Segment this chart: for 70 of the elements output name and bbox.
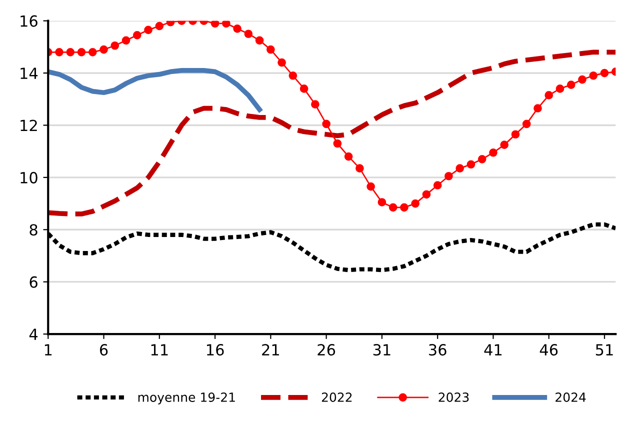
point xyxy=(534,104,542,112)
point xyxy=(378,198,386,206)
point xyxy=(411,199,420,208)
point xyxy=(422,190,431,199)
point xyxy=(144,26,152,34)
x-tick-label: 11 xyxy=(151,344,168,356)
point xyxy=(456,164,464,172)
point xyxy=(388,203,398,212)
point xyxy=(311,100,320,109)
y-tick-label: 8 xyxy=(30,224,38,236)
point xyxy=(522,120,531,128)
legend-label: 2022 xyxy=(322,392,352,402)
point xyxy=(288,71,298,80)
point xyxy=(322,120,330,128)
line-series xyxy=(48,68,262,112)
y-tick-label: 14 xyxy=(20,68,38,79)
x-tick-label: 46 xyxy=(540,344,558,356)
x-tick-label: 21 xyxy=(262,344,279,356)
point xyxy=(266,45,275,54)
point xyxy=(400,203,408,212)
point xyxy=(589,71,598,80)
point xyxy=(466,160,476,169)
point xyxy=(278,58,286,67)
point xyxy=(55,48,64,56)
x-tick-label: 36 xyxy=(429,344,446,356)
x-tick-label: 26 xyxy=(318,344,336,356)
point xyxy=(210,20,220,28)
point xyxy=(222,20,230,28)
y-tick-label: 16 xyxy=(20,15,38,27)
y-tick-label: 12 xyxy=(20,120,37,132)
x-tick-label: 1 xyxy=(44,344,52,356)
point xyxy=(122,36,130,45)
point xyxy=(511,130,520,139)
point xyxy=(478,155,486,164)
point xyxy=(366,182,375,191)
x-tick-label: 41 xyxy=(484,344,502,356)
point xyxy=(66,48,75,56)
legend-label: moyenne 19-21 xyxy=(138,392,235,404)
point xyxy=(344,152,353,161)
point xyxy=(233,24,242,33)
point xyxy=(132,31,142,40)
y-tick-label: 4 xyxy=(29,328,38,340)
point xyxy=(255,36,264,45)
point xyxy=(88,48,97,56)
point xyxy=(500,140,509,149)
y-tick-label: 6 xyxy=(30,276,38,288)
point xyxy=(489,148,498,157)
point xyxy=(433,181,442,190)
x-tick-label: 51 xyxy=(596,344,613,356)
point xyxy=(544,91,554,100)
point xyxy=(110,41,120,50)
y-tick-label: 10 xyxy=(20,172,38,184)
point xyxy=(556,84,564,93)
point xyxy=(100,45,108,54)
point xyxy=(244,30,253,38)
x-tick-label: 6 xyxy=(100,344,108,356)
legend-label: 2023 xyxy=(438,392,469,402)
line-series xyxy=(48,50,616,216)
point xyxy=(444,172,453,180)
point xyxy=(155,22,164,30)
point xyxy=(356,164,364,172)
point xyxy=(300,84,308,93)
point xyxy=(77,48,86,56)
point xyxy=(600,68,609,78)
point xyxy=(578,75,586,84)
legend-label: 2024 xyxy=(556,392,586,402)
x-tick-label: 31 xyxy=(373,344,390,356)
point xyxy=(566,80,576,89)
x-tick-label: 16 xyxy=(206,344,224,356)
point xyxy=(333,139,342,148)
